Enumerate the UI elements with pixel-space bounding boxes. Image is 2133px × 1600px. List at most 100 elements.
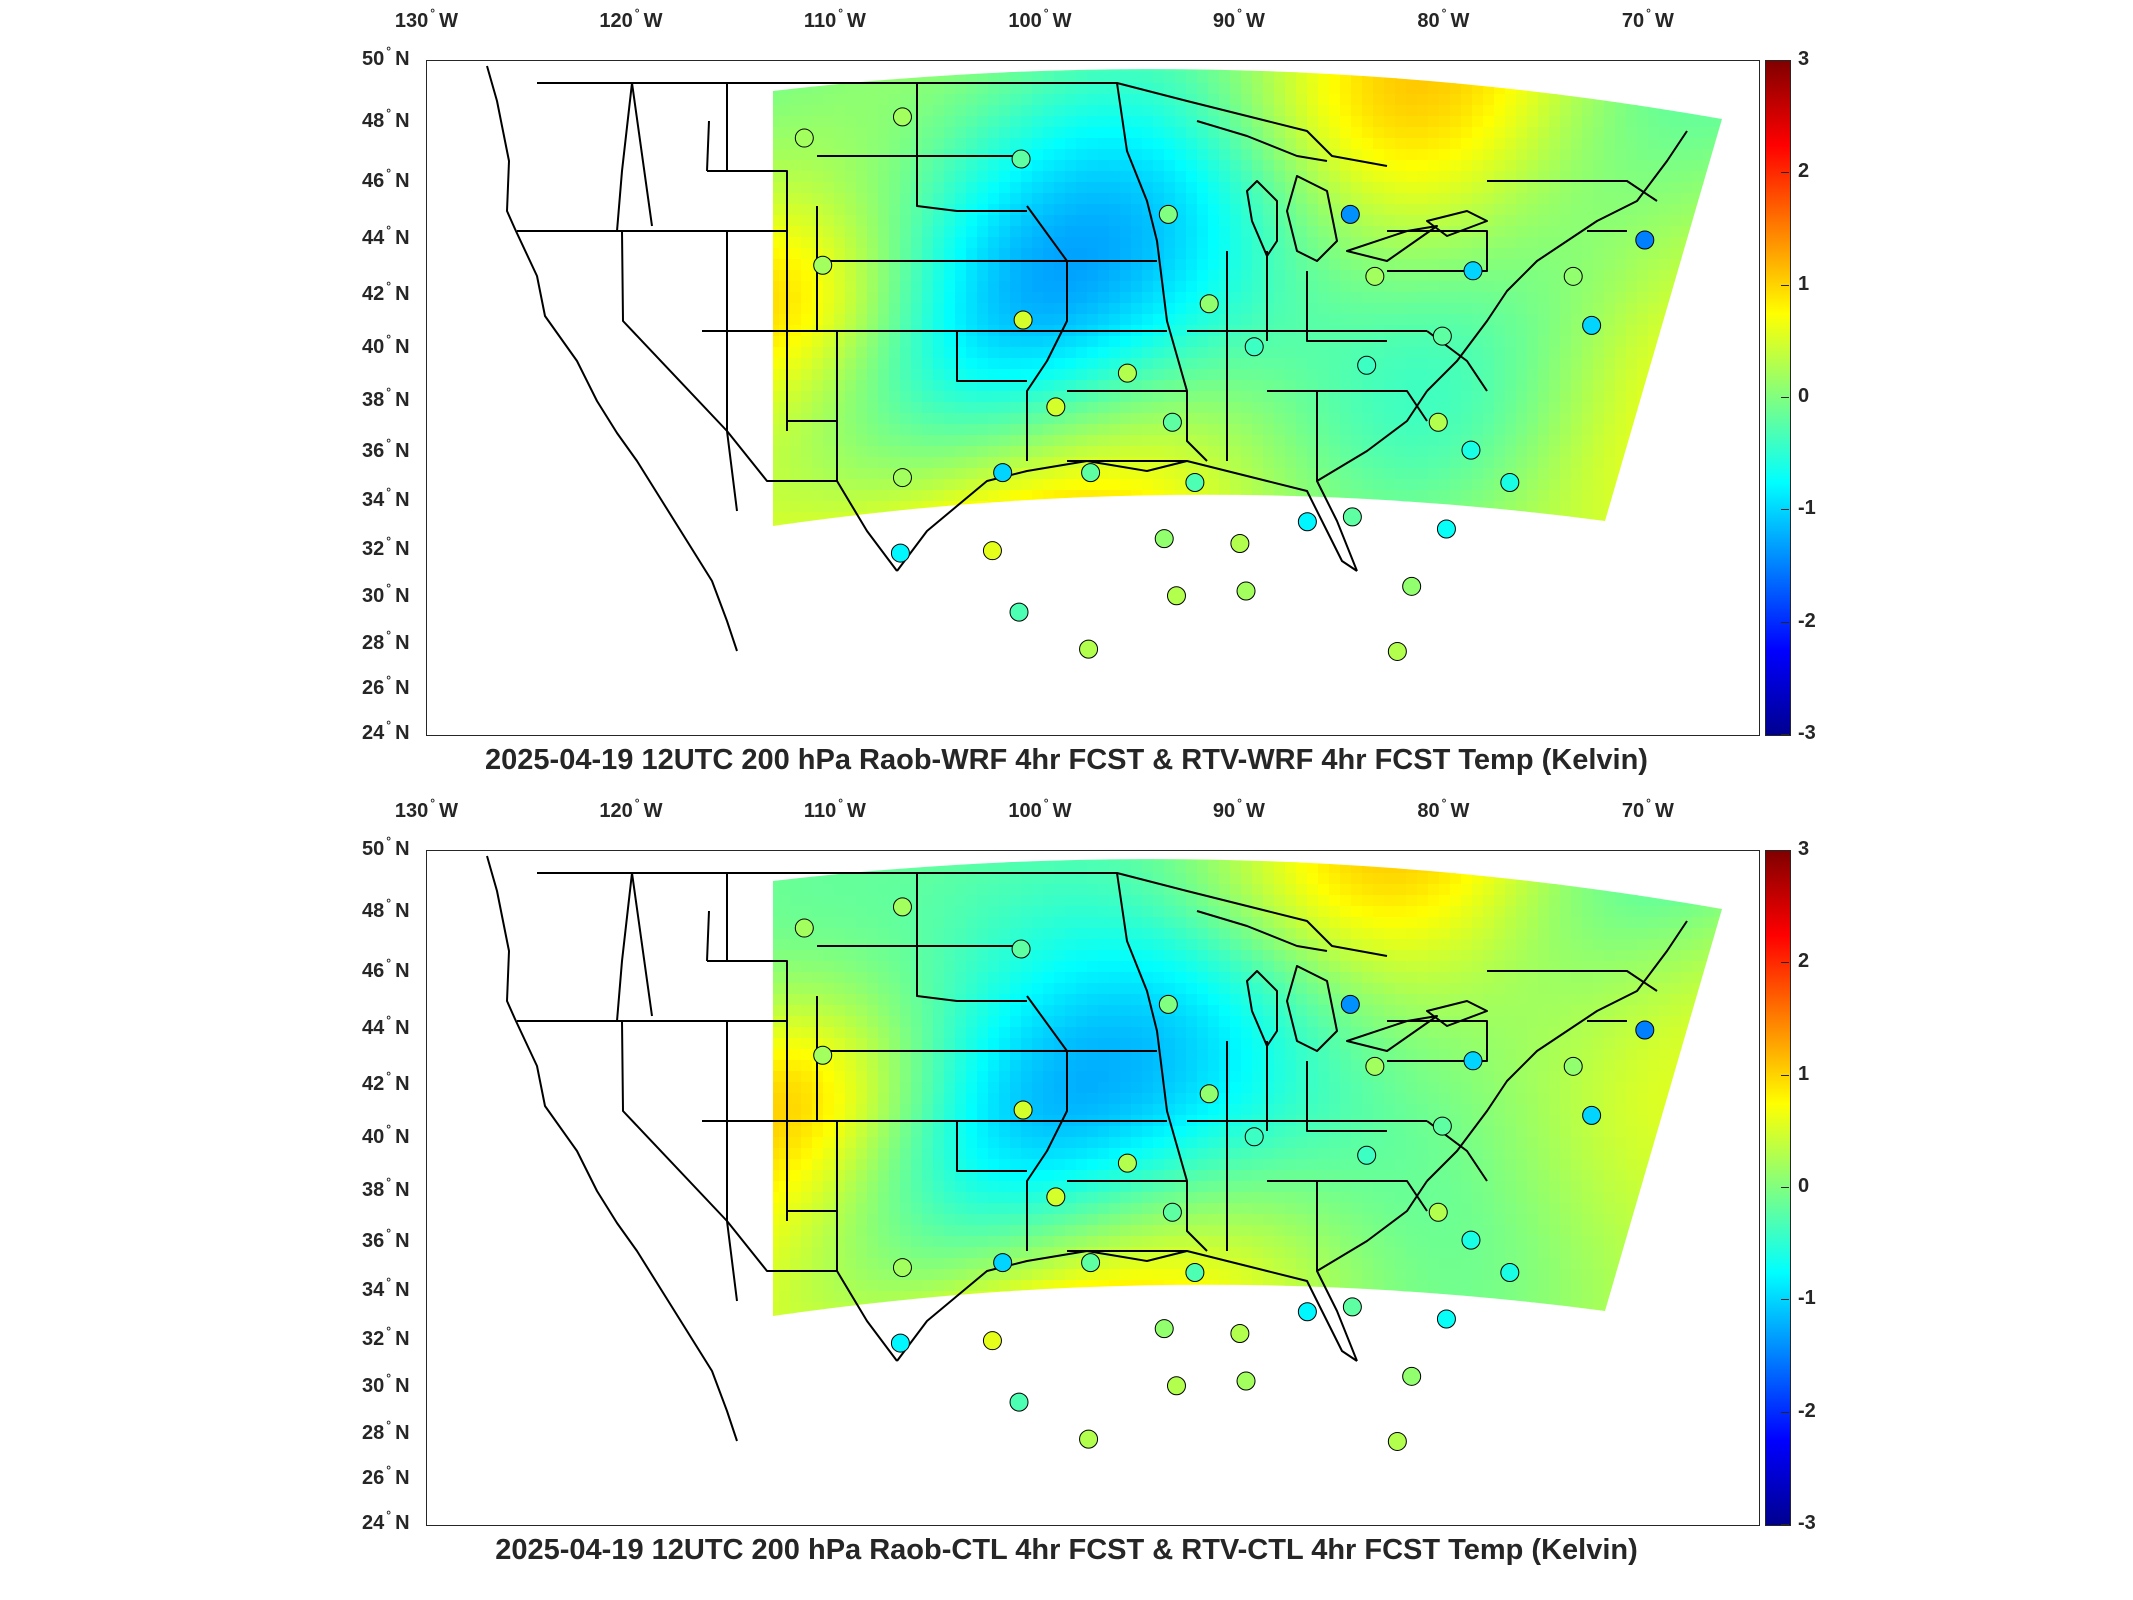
latitude-tick-label: 36 ° N — [362, 435, 410, 462]
raob-station-marker — [1563, 1056, 1583, 1076]
latitude-tick-label: 36 ° N — [362, 1225, 410, 1252]
colorbar-tick-label: 1 — [1798, 1062, 1810, 1085]
colorbar-tick-label: 0 — [1798, 385, 1810, 407]
raob-station-marker — [1009, 1392, 1029, 1412]
state-borders — [486, 855, 1688, 1442]
raob-station-marker — [1365, 1056, 1385, 1076]
longitude-tick-label: 110 ° W — [803, 796, 866, 822]
raob-station-marker — [1158, 994, 1178, 1014]
latitude-tick-label: 48 ° N — [362, 895, 410, 922]
latitude-tick-label: 46 ° N — [362, 165, 410, 192]
colorbar-tick-mark — [1781, 621, 1789, 623]
longitude-tick-label: 70 ° W — [1621, 6, 1674, 32]
latitude-tick-label: 40 ° N — [362, 332, 410, 359]
map-axes — [426, 850, 1760, 1526]
latitude-tick-label: 48 ° N — [362, 105, 410, 132]
raob-station-marker — [993, 1253, 1013, 1273]
raob-station-marker — [1158, 204, 1178, 224]
raob-station-marker — [813, 255, 833, 275]
colorbar — [1765, 850, 1791, 1526]
raob-station-marker — [1582, 1105, 1602, 1125]
latitude-tick-label: 24 ° N — [362, 1508, 410, 1534]
latitude-tick-label: 30 ° N — [362, 1371, 410, 1398]
map-panel-bottom: 130 ° W 120 ° W 110 ° W 100 ° W 90 ° W 80 ° W 70 ° W 50 ° N 48 °… — [0, 790, 2133, 1590]
latitude-tick-label: 38 ° N — [362, 384, 410, 411]
raob-station-marker — [1011, 939, 1031, 959]
raob-station-marker — [1185, 1263, 1205, 1283]
raob-station-marker — [1297, 1302, 1317, 1322]
colorbar-tick-label: -2 — [1798, 1399, 1816, 1422]
raob-station-marker — [1340, 204, 1360, 224]
raob-station-marker — [993, 463, 1013, 483]
raob-station-marker — [1297, 512, 1317, 532]
raob-station-marker — [1428, 1202, 1448, 1222]
raob-station-marker — [1387, 641, 1407, 661]
colorbar — [1765, 60, 1791, 736]
raob-station-marker — [1230, 533, 1250, 553]
raob-station-marker — [1365, 266, 1385, 286]
raob-station-marker — [1342, 507, 1362, 527]
raob-station-marker — [1166, 1376, 1186, 1396]
colorbar-tick-mark — [1781, 850, 1789, 851]
raob-station-marker — [1230, 1323, 1250, 1343]
raob-station-marker — [982, 541, 1002, 561]
latitude-tick-label: 34 ° N — [362, 485, 410, 512]
raob-station-marker — [1046, 397, 1066, 417]
colorbar-tick-mark — [1781, 1074, 1789, 1076]
latitude-tick-label: 46 ° N — [362, 955, 410, 982]
latitude-tick-label: 32 ° N — [362, 1323, 410, 1350]
latitude-tick-label: 42 ° N — [362, 278, 410, 305]
latitude-tick-label: 32 ° N — [362, 533, 410, 560]
raob-station-marker — [892, 468, 912, 488]
raob-station-marker — [794, 128, 814, 148]
latitude-tick-label: 34 ° N — [362, 1275, 410, 1302]
longitude-tick-label: 130 ° W — [394, 796, 458, 822]
latitude-tick-label: 50 ° N — [362, 834, 410, 860]
raob-station-marker — [1436, 1309, 1456, 1329]
temperature-difference-map — [486, 65, 1722, 661]
raob-station-marker — [892, 897, 912, 917]
latitude-tick-label: 38 ° N — [362, 1174, 410, 1201]
longitude-tick-label: 100 ° W — [1008, 6, 1072, 32]
raob-station-marker — [1162, 1202, 1182, 1222]
latitude-tick-label: 44 ° N — [362, 1013, 410, 1040]
colorbar-tick-label: -3 — [1798, 722, 1816, 744]
colorbar-tick-mark — [1781, 962, 1789, 964]
colorbar-tick-label: 2 — [1798, 160, 1810, 183]
longitude-tick-label: 120 ° W — [599, 6, 663, 32]
raob-station-marker — [1081, 463, 1101, 483]
raob-station-marker — [1166, 586, 1186, 606]
latitude-tick-label: 50 ° N — [362, 44, 410, 70]
temperature-field — [773, 69, 1722, 526]
raob-station-marker — [1244, 1127, 1264, 1147]
longitude-tick-label: 70 ° W — [1621, 796, 1674, 822]
longitude-tick-label: 80 ° W — [1417, 796, 1470, 822]
raob-station-marker — [1079, 639, 1099, 659]
raob-station-marker — [1428, 412, 1448, 432]
raob-station-marker — [1387, 1431, 1407, 1451]
raob-station-marker — [1117, 1153, 1137, 1173]
temperature-difference-map — [486, 855, 1722, 1451]
raob-station-marker — [1011, 149, 1031, 169]
colorbar-tick-label: 1 — [1798, 272, 1810, 295]
colorbar-tick-mark — [1781, 60, 1789, 61]
raob-station-marker — [1081, 1253, 1101, 1273]
raob-station-marker — [982, 1331, 1002, 1351]
raob-station-marker — [1635, 230, 1655, 250]
raob-station-marker — [1357, 355, 1377, 375]
colorbar-tick-label: -3 — [1798, 1512, 1816, 1534]
raob-station-marker — [1563, 266, 1583, 286]
longitude-tick-label: 90 ° W — [1212, 796, 1265, 822]
state-borders — [486, 65, 1688, 652]
raob-station-marker — [1402, 1366, 1422, 1386]
raob-station-marker — [1402, 576, 1422, 596]
colorbar-tick-mark — [1781, 397, 1789, 398]
raob-station-marker — [1185, 473, 1205, 493]
colorbar-tick-mark — [1781, 509, 1789, 511]
raob-station-marker — [1461, 1230, 1481, 1250]
raob-station-marker — [1013, 1100, 1033, 1120]
raob-station-marker — [1236, 1371, 1256, 1391]
map-axes — [426, 60, 1760, 736]
raob-station-marker — [1244, 337, 1264, 357]
raob-station-marker — [1013, 310, 1033, 330]
